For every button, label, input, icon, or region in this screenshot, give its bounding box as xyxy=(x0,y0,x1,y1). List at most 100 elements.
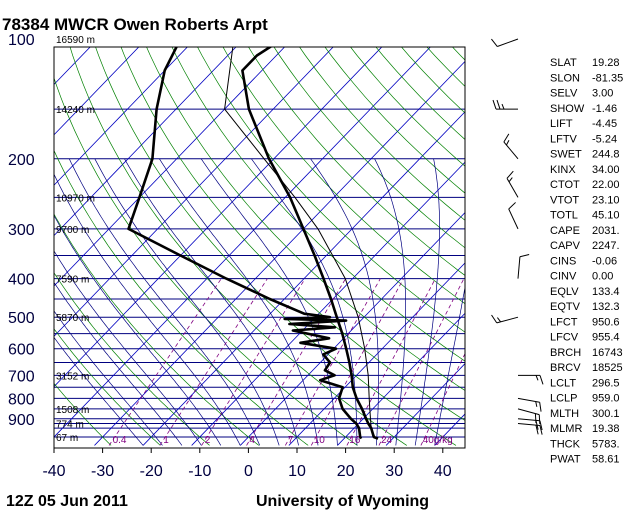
index-name: TOTL xyxy=(550,210,578,222)
wind-barb-feather xyxy=(519,254,530,258)
mixing-ratio-label: 7 xyxy=(288,435,294,446)
index-value: -0.06 xyxy=(592,255,617,267)
index-name: LCLT xyxy=(550,377,576,389)
dewpoint-profile-line xyxy=(127,47,363,440)
index-value: 19.38 xyxy=(592,423,620,435)
mixing-ratio-label: 4 xyxy=(249,435,255,446)
dry-adiabat-line xyxy=(54,149,309,446)
height-label: 16590 m xyxy=(56,35,95,46)
index-value: 244.8 xyxy=(592,149,620,161)
temperature-tick-label: -30 xyxy=(91,463,114,480)
dry-adiabat-line xyxy=(273,47,465,249)
index-value: -5.24 xyxy=(592,133,617,145)
wind-barb-half-feather xyxy=(496,317,502,323)
mixing-ratio-line xyxy=(420,352,465,446)
moist-adiabat-line xyxy=(54,281,183,446)
isotherm-line xyxy=(94,60,465,446)
mixing-ratio-line xyxy=(246,278,346,446)
pressure-tick-label: 400 xyxy=(8,272,35,289)
index-name: SLAT xyxy=(550,57,577,69)
index-value: 950.6 xyxy=(592,316,620,328)
temperature-tick-label: -40 xyxy=(42,463,65,480)
wind-barb-feather xyxy=(491,38,498,47)
pressure-tick-label: 800 xyxy=(8,391,35,408)
wind-barb-staff xyxy=(497,38,519,47)
index-name: CAPE xyxy=(550,225,580,237)
isotherm-line xyxy=(54,47,237,237)
dry-adiabat-line xyxy=(54,382,112,446)
height-label: 9700 m xyxy=(56,225,89,236)
mixing-ratio-line xyxy=(159,278,268,446)
index-name: LIFT xyxy=(550,118,573,130)
mixing-ratio-label: 1 xyxy=(163,435,169,446)
mixing-ratio-line xyxy=(346,278,436,446)
observation-time: 12Z 05 Jun 2011 xyxy=(6,493,128,510)
index-value: 3.00 xyxy=(592,88,613,100)
index-value: 0.00 xyxy=(592,271,613,283)
isotherm-line xyxy=(54,47,286,287)
isotherm-line xyxy=(54,47,431,438)
isotherm-line xyxy=(142,111,465,446)
moist-adiabat-line xyxy=(54,336,144,446)
moist-adiabat-line xyxy=(54,173,241,446)
dry-adiabat-line xyxy=(146,47,465,391)
index-name: VTOT xyxy=(550,194,579,206)
index-value: 23.10 xyxy=(592,194,620,206)
index-name: KINX xyxy=(550,164,576,176)
isotherm-line xyxy=(288,262,465,446)
wind-barb xyxy=(506,170,519,198)
pressure-tick-label: 300 xyxy=(8,222,35,239)
index-value: 132.3 xyxy=(592,301,620,313)
mixing-ratio-label: 16 xyxy=(349,435,361,446)
wind-barb-staff xyxy=(503,141,519,160)
index-name: MLTH xyxy=(550,408,579,420)
dry-adiabat-line xyxy=(95,47,457,446)
height-labels: 16590 m 14240 m 10970 m 9700 m 7590 m 5870 m 3… xyxy=(56,35,95,444)
pressure-tick-label: 100 xyxy=(8,32,35,49)
wind-barb xyxy=(517,423,543,435)
moist-adiabat-line xyxy=(434,285,465,446)
index-value: 296.5 xyxy=(592,377,620,389)
index-value: -4.45 xyxy=(592,118,617,130)
isotherm-line xyxy=(337,312,465,446)
isotherm-line xyxy=(191,161,465,446)
dry-adiabat-line xyxy=(54,213,260,446)
wind-barb xyxy=(518,374,544,385)
height-label: 7590 m xyxy=(56,275,89,286)
mixing-ratio-line xyxy=(108,278,222,446)
dry-adiabat-line xyxy=(324,47,465,194)
height-label: 774 m xyxy=(56,420,84,431)
source-credit: University of Wyoming xyxy=(256,493,429,510)
isotherm-line xyxy=(239,211,465,446)
wind-barb-feather xyxy=(535,424,539,435)
index-name: CINS xyxy=(550,255,576,267)
pressure-tick-label: 600 xyxy=(8,342,35,359)
index-name: THCK xyxy=(550,438,581,450)
index-name: CINV xyxy=(550,271,577,283)
index-value: 300.1 xyxy=(592,408,620,420)
wind-barb-half-feather xyxy=(505,140,510,146)
height-label: 10970 m xyxy=(56,193,95,204)
dry-adiabat-line xyxy=(222,47,465,305)
index-name: LFTV xyxy=(550,133,578,145)
index-name: EQTV xyxy=(550,301,581,313)
wind-barb xyxy=(491,38,519,47)
temperature-tick-label: 40 xyxy=(434,463,452,480)
temperature-profile-line xyxy=(241,47,379,440)
index-name: MLMR xyxy=(550,423,582,435)
isotherm-line xyxy=(54,47,188,186)
wind-barb xyxy=(508,202,519,230)
index-name: LCLP xyxy=(550,393,578,405)
temperature-tick-label: 30 xyxy=(385,463,403,480)
index-name: LFCV xyxy=(550,332,579,344)
wind-barb xyxy=(492,99,518,110)
wind-barb-feather xyxy=(496,99,501,110)
isotherm-line xyxy=(385,363,465,446)
sounding-profiles xyxy=(127,47,379,440)
index-value: 2031. xyxy=(592,225,620,237)
wind-barb-feather xyxy=(508,202,516,210)
moist-adiabat-line xyxy=(200,158,338,446)
plot-frame xyxy=(53,46,466,449)
dry-adiabat-line xyxy=(197,47,465,333)
